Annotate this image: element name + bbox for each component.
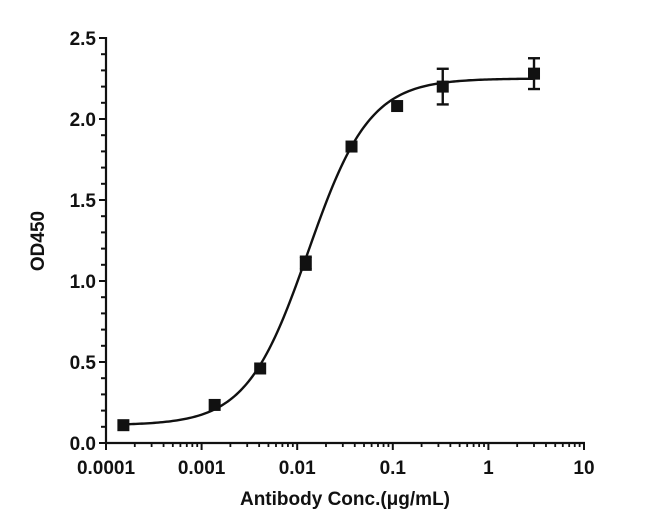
data-point — [391, 100, 404, 113]
square-marker — [299, 257, 312, 270]
y-tick-label: 2.0 — [70, 110, 96, 131]
data-point — [345, 140, 358, 153]
data-point — [208, 398, 221, 411]
square-marker — [436, 80, 449, 93]
fit-curve — [123, 77, 535, 426]
square-marker — [391, 100, 404, 113]
data-point — [299, 255, 312, 271]
square-marker — [208, 398, 221, 411]
y-tick-label: 0.5 — [70, 353, 97, 374]
data-point — [436, 67, 449, 106]
y-tick-label: 0.0 — [70, 434, 96, 455]
x-tick-label: 10 — [573, 458, 594, 479]
x-tick-label: 1 — [483, 458, 494, 479]
axes: 0.0 0.5 1.0 1.5 2.0 2.5 0.0001 0.001 0.01 0.1 1 10 — [70, 29, 595, 479]
x-tick-label: 0.01 — [279, 458, 316, 479]
data-point — [117, 419, 130, 432]
y-axis-title: OD450 — [28, 211, 49, 271]
square-marker — [528, 67, 541, 80]
square-marker — [117, 419, 130, 432]
x-axis-title: Antibody Conc.(μg/mL) — [240, 489, 450, 510]
y-tick-label: 1.0 — [70, 272, 96, 293]
data-point — [528, 57, 541, 91]
x-tick-label: 0.1 — [380, 458, 407, 479]
data-points — [117, 57, 541, 432]
x-tick-label: 0.0001 — [77, 458, 136, 479]
square-marker — [254, 362, 267, 375]
y-tick-label: 2.5 — [70, 29, 97, 50]
square-marker — [345, 140, 358, 153]
data-point — [254, 362, 267, 375]
y-tick-label: 1.5 — [70, 191, 97, 212]
fit-line — [123, 77, 535, 426]
x-tick-label: 0.001 — [178, 458, 226, 479]
